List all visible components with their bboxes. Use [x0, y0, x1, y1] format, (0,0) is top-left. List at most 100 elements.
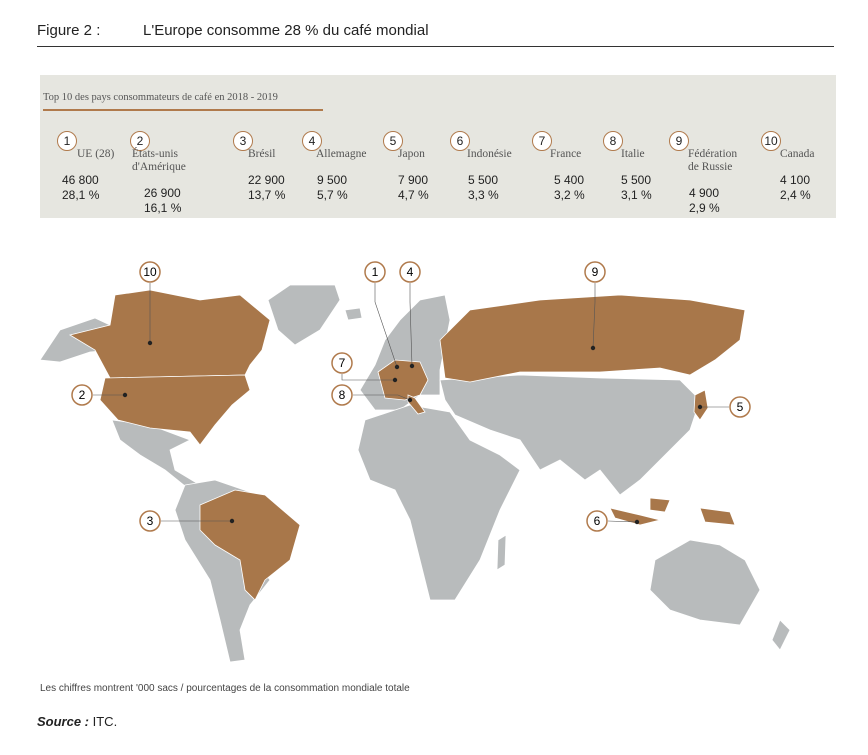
country-volume: 22 900 [248, 173, 285, 187]
map-marker: 4 [399, 261, 421, 369]
source-text: ITC. [89, 714, 118, 729]
marker-dot [590, 345, 596, 351]
rank-badge: 5 [383, 131, 403, 151]
land-australia [649, 539, 761, 626]
leader-line [353, 394, 411, 401]
country-name: Japon [398, 148, 425, 160]
source-line: Source : ITC. [37, 714, 117, 729]
country-name: UE (28) [77, 148, 115, 160]
top10-panel: Top 10 des pays consommateurs de café en… [40, 75, 836, 218]
country-volume: 5 400 [554, 173, 585, 187]
country-name: Fédération de Russie [688, 148, 738, 173]
marker-number: 3 [147, 514, 154, 528]
country-share: 2,9 % [689, 201, 720, 215]
marker-dot [697, 404, 703, 410]
rank-badge: 9 [669, 131, 689, 151]
marker-badge [364, 261, 386, 283]
rank-badge: 2 [130, 131, 150, 151]
country-brazil [199, 489, 301, 601]
country-indonesia [609, 497, 736, 526]
map-marker: 1 [364, 261, 400, 370]
country-share: 3,3 % [468, 188, 499, 202]
land-south-america [174, 479, 271, 663]
leader-line [607, 520, 638, 523]
country-share: 13,7 % [248, 188, 286, 202]
footnote: Les chiffres montrent '000 sacs / pource… [40, 683, 410, 694]
country-share: 3,2 % [554, 188, 585, 202]
marker-badge [331, 352, 353, 374]
marker-dot [409, 363, 415, 369]
marker-badge [586, 510, 608, 532]
land-madagascar [496, 534, 507, 571]
marker-number: 7 [339, 356, 346, 370]
figure-header: Figure 2 : L'Europe consomme 28 % du caf… [37, 22, 834, 47]
country-usa [99, 374, 251, 446]
country-eu [377, 359, 429, 401]
country-name: Brésil [248, 148, 276, 160]
map-marker: 9 [584, 261, 606, 351]
rank-badge: 3 [233, 131, 253, 151]
country-japan [693, 389, 709, 421]
country-share: 5,7 % [317, 188, 348, 202]
map-marker: 6 [586, 510, 640, 532]
marker-dot [634, 519, 640, 525]
country-volume: 9 500 [317, 173, 348, 187]
country-name: États-unis d'Amérique [132, 148, 186, 173]
source-label: Source : [37, 714, 90, 729]
marker-badge [584, 261, 606, 283]
country-italy [407, 394, 426, 415]
rank-badge: 7 [532, 131, 552, 151]
country-volume: 46 800 [62, 173, 99, 187]
rank-badge: 4 [302, 131, 322, 151]
country-canada [68, 289, 271, 379]
marker-badge [139, 510, 161, 532]
country-name: Allemagne [316, 148, 367, 160]
figure-title: L'Europe consomme 28 % du café mondial [143, 22, 429, 39]
land-iceland [344, 307, 363, 321]
marker-number: 9 [592, 265, 599, 279]
rank-badge: 6 [450, 131, 470, 151]
country-name: Canada [780, 148, 815, 160]
marker-badge [331, 384, 353, 406]
land-middle-east-asia [439, 374, 701, 496]
rank-badge: 10 [761, 131, 781, 151]
marker-badge [71, 384, 93, 406]
rank-badge: 8 [603, 131, 623, 151]
map-marker: 2 [71, 384, 128, 406]
leader-line [409, 283, 413, 367]
marker-number: 5 [737, 400, 744, 414]
land-alaska [39, 317, 113, 363]
marker-number: 8 [339, 388, 346, 402]
panel-title: Top 10 des pays consommateurs de café en… [43, 92, 323, 111]
marker-dot [394, 364, 400, 370]
marker-number: 1 [372, 265, 379, 279]
country-volume: 26 900 [144, 186, 181, 200]
country-volume: 4 900 [689, 186, 720, 200]
leader-line [592, 283, 596, 349]
country-volume: 5 500 [621, 173, 652, 187]
marker-dot [392, 377, 398, 383]
marker-number: 10 [143, 265, 157, 279]
leader-line [374, 283, 398, 368]
country-volume: 5 500 [468, 173, 499, 187]
marker-badge [729, 396, 751, 418]
country-share: 3,1 % [621, 188, 652, 202]
land-greenland [267, 284, 341, 346]
country-russia [439, 294, 746, 383]
marker-dot [229, 518, 235, 524]
marker-dot [407, 397, 413, 403]
country-volume: 7 900 [398, 173, 429, 187]
land-central-america [111, 419, 201, 491]
country-name: France [550, 148, 582, 160]
marker-number: 4 [407, 265, 414, 279]
country-name: Italie [621, 148, 645, 160]
marker-dot [122, 392, 128, 398]
marker-number: 6 [594, 514, 601, 528]
map-marker: 8 [331, 384, 413, 406]
map-marker: 3 [139, 510, 235, 532]
map-marker: 10 [139, 261, 161, 346]
map-marker: 5 [697, 396, 751, 418]
land-nz [771, 619, 791, 651]
marker-number: 2 [79, 388, 86, 402]
map-marker: 7 [331, 352, 398, 383]
